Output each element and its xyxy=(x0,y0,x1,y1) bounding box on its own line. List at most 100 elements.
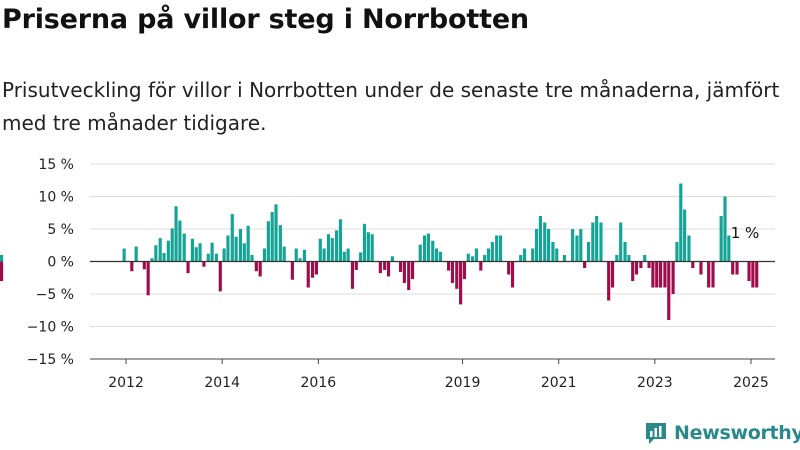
bar-positive xyxy=(198,243,202,262)
bar-positive xyxy=(426,233,430,262)
y-tick-label: −10 % xyxy=(27,320,74,336)
newsworthy-logo: Newsworthy xyxy=(644,420,800,446)
bar-negative xyxy=(507,261,511,275)
bar-positive xyxy=(322,248,326,262)
bar-positive xyxy=(366,232,370,262)
bar-negative xyxy=(607,261,611,301)
bar-positive xyxy=(547,229,551,262)
x-tick-label: 2012 xyxy=(108,375,144,391)
bar-positive xyxy=(282,246,286,262)
bar-positive xyxy=(579,229,583,262)
bar-positive xyxy=(418,244,422,262)
x-tick-label: 2023 xyxy=(637,375,673,391)
chart-title: Priserna på villor steg i Norrbotten xyxy=(2,4,529,35)
y-tick-label: 0 % xyxy=(47,255,74,271)
bar-negative xyxy=(258,261,262,277)
bar-negative xyxy=(751,261,755,288)
bar-positive xyxy=(278,225,282,262)
bar-positive xyxy=(270,212,274,262)
bar-negative xyxy=(671,261,675,294)
bar-positive xyxy=(266,221,270,262)
bar-negative xyxy=(663,261,667,288)
bar-positive xyxy=(302,249,306,262)
bar-negative xyxy=(755,261,759,288)
bar-positive xyxy=(318,238,322,262)
bar-negative xyxy=(386,261,391,277)
bar-positive xyxy=(250,255,254,262)
bar-positive xyxy=(390,256,394,262)
bar-positive xyxy=(170,228,174,262)
bar-negative xyxy=(647,261,651,268)
bar-positive xyxy=(230,214,234,262)
bar-negative xyxy=(699,261,703,275)
bar-positive xyxy=(555,248,559,262)
bar-negative xyxy=(639,261,643,268)
bar-positive xyxy=(519,255,523,262)
bar-negative xyxy=(306,261,310,288)
bar-positive xyxy=(246,225,250,262)
bar-negative xyxy=(747,261,751,281)
bar-positive xyxy=(158,238,162,262)
x-tick-label: 2014 xyxy=(204,375,240,391)
bar-positive xyxy=(679,183,683,262)
bar-positive xyxy=(675,242,679,262)
bar-negative xyxy=(314,261,318,275)
bar-negative xyxy=(659,261,663,288)
bar-positive xyxy=(370,234,374,262)
bar-positive xyxy=(182,233,186,262)
bar-positive xyxy=(178,220,182,262)
latest-value-annotation: 1 % xyxy=(731,224,760,242)
bar-positive xyxy=(342,251,346,262)
bar-negative xyxy=(610,261,615,288)
bar-positive xyxy=(595,216,599,262)
bar-negative xyxy=(631,261,635,281)
brand-name: Newsworthy xyxy=(674,422,800,444)
bar-positive xyxy=(274,204,278,262)
bar-negative xyxy=(0,261,4,281)
bar-negative xyxy=(186,261,190,274)
bar-positive xyxy=(727,235,731,262)
bar-positive xyxy=(586,242,591,262)
bar-negative xyxy=(398,261,403,272)
bar-negative xyxy=(583,261,587,268)
bar-negative xyxy=(354,261,358,270)
bar-negative xyxy=(510,261,515,288)
bar-positive xyxy=(222,248,226,262)
bar-positive xyxy=(359,252,363,262)
bar-negative xyxy=(290,261,294,280)
y-tick-label: −5 % xyxy=(36,287,74,303)
bar-negative xyxy=(462,261,467,280)
bar-positive xyxy=(687,235,691,262)
bar-negative xyxy=(735,261,739,275)
bar-negative xyxy=(450,261,455,283)
bar-positive xyxy=(531,248,535,262)
bar-positive xyxy=(490,242,494,262)
bar-positive xyxy=(575,235,579,262)
bar-negative xyxy=(691,261,695,268)
bar-positive xyxy=(194,247,198,262)
bar-positive xyxy=(619,222,623,262)
bar-negative xyxy=(378,261,382,274)
bar-positive xyxy=(683,209,687,262)
bar-negative xyxy=(130,261,134,272)
bar-positive xyxy=(627,255,631,262)
bar-positive xyxy=(238,229,243,262)
bar-positive xyxy=(571,229,575,262)
bar-positive xyxy=(723,196,727,262)
bars xyxy=(0,183,759,320)
bar-positive xyxy=(335,230,339,262)
bar-positive xyxy=(495,235,499,262)
bar-negative xyxy=(655,261,659,288)
bar-positive xyxy=(551,242,555,262)
bar-negative xyxy=(202,261,206,267)
bar-positive xyxy=(562,255,567,262)
bar-positive xyxy=(150,258,154,262)
bar-negative xyxy=(667,261,671,320)
bar-positive xyxy=(298,258,302,262)
bar-positive xyxy=(134,246,138,262)
x-tick-label: 2019 xyxy=(445,375,481,391)
chart-subtitle: Prisutveckling för villor i Norrbotten u… xyxy=(2,78,780,135)
axes: 15 % 10 % 5 % 0 % −5 % −10 % −15 % 2012 2014 2016… xyxy=(27,157,775,391)
bar-positive xyxy=(362,223,367,262)
